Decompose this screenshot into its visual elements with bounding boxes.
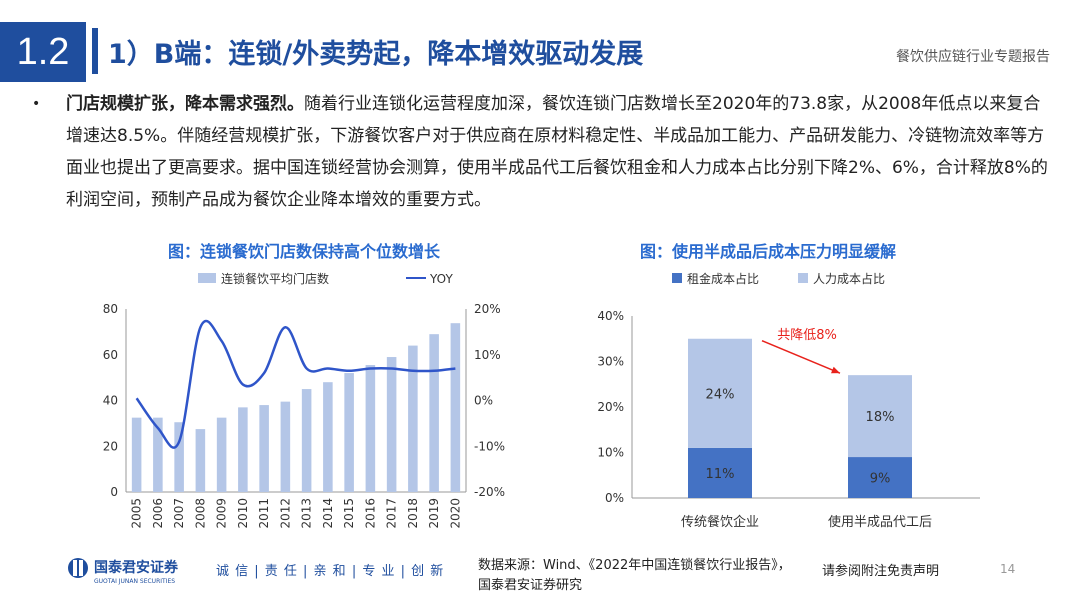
company-name: 国泰君安证券 — [94, 559, 179, 576]
bar-store-count — [386, 357, 397, 492]
chart1-x-tick: 2012 — [278, 498, 292, 529]
chart2-legend: 租金成本占比 人力成本占比 — [672, 271, 885, 286]
chart1-x-tick: 2008 — [193, 498, 207, 529]
legend-swatch-rent — [672, 273, 682, 283]
annotation-arrowhead — [831, 366, 840, 374]
chart1-x-tick: 2015 — [342, 498, 356, 529]
chart2-y-tick: 10% — [597, 446, 624, 460]
bar-store-count — [280, 401, 291, 492]
bar-store-count — [238, 407, 248, 492]
body-text: 随着行业连锁化运营程度加深，餐饮连锁门店数增长至2020年的73.8家，从200… — [66, 94, 1048, 210]
chart2-y-tick: 0% — [605, 491, 624, 505]
legend-label-rent: 租金成本占比 — [687, 271, 759, 286]
legend-swatch-store-count — [198, 273, 216, 283]
legend-swatch-labor — [798, 273, 808, 283]
bar-labor-cost — [688, 338, 752, 448]
chart1-right-tick: 20% — [474, 302, 501, 316]
chart-store-count: 连锁餐饮平均门店数 YOY 0 20 40 60 80 -20% -10% 0% 10% 20% 200… — [103, 271, 505, 529]
bar-store-count — [408, 345, 418, 492]
chart2-y-tick: 40% — [597, 309, 624, 323]
bar-value-label: 24% — [706, 387, 735, 402]
chart1-x-tick: 2020 — [448, 498, 462, 529]
chart1-left-tick: 60 — [103, 348, 118, 362]
bar-store-count — [301, 389, 312, 492]
bar-value-label: 11% — [706, 467, 735, 482]
chart1-x-tick: 2007 — [172, 498, 186, 529]
bar-store-count — [131, 417, 142, 492]
bar-value-label: 9% — [870, 472, 891, 487]
bar-store-count — [323, 382, 333, 492]
chart2-y-tick: 30% — [597, 355, 624, 369]
chart2-x-tick: 使用半成品代工后 — [828, 514, 932, 530]
chart1-right-tick: -20% — [474, 485, 505, 499]
disclaimer: 请参阅附注免责声明 — [822, 564, 940, 579]
chart1-x-tick: 2011 — [257, 498, 271, 529]
line-yoy — [135, 319, 456, 449]
company-logo: 国泰君安证券 GUOTAI JUNAN SECURITIES — [66, 556, 211, 590]
chart1-x-tick: 2010 — [236, 498, 250, 529]
bar-rent-cost — [848, 457, 912, 498]
annotation-label: 共降低8% — [777, 328, 837, 343]
chart1-title: 图：连锁餐饮门店数保持高个位数增长 — [168, 242, 441, 261]
bar-store-count — [344, 373, 354, 492]
chart1-x-tick: 2006 — [151, 498, 165, 529]
company-name-en: GUOTAI JUNAN SECURITIES — [94, 578, 175, 585]
chart1-x-tick: 2017 — [385, 498, 399, 529]
chart1-right-tick: 0% — [474, 394, 493, 408]
chart1-left-tick: 40 — [103, 394, 118, 408]
body-paragraph: 门店规模扩张，降本需求强烈。随着行业连锁化运营程度加深，餐饮连锁门店数增长至20… — [66, 88, 1051, 216]
chart1-x-tick: 2018 — [406, 498, 420, 529]
chart2-y-tick: 20% — [597, 400, 624, 414]
annotation-arrow — [761, 340, 841, 374]
bar-store-count — [429, 334, 439, 492]
bar-store-count — [174, 422, 184, 492]
chart1-x-tick: 2019 — [427, 498, 441, 529]
body-bold-lead: 门店规模扩张，降本需求强烈。 — [66, 94, 304, 114]
section-number-badge: 1.2 — [0, 22, 86, 82]
bar-rent-cost — [688, 447, 752, 498]
chart1-x-tick: 2009 — [215, 498, 229, 529]
legend-label-store-count: 连锁餐饮平均门店数 — [221, 271, 329, 286]
chart1-x-tick: 2014 — [321, 498, 335, 529]
chart1-x-tick: 2013 — [300, 498, 314, 529]
company-slogan: 诚 信 | 责 任 | 亲 和 | 专 业 | 创 新 — [216, 564, 445, 579]
chart1-x-tick: 2005 — [130, 498, 144, 529]
legend-label-yoy: YOY — [429, 272, 453, 286]
chart2-title: 图：使用半成品后成本压力明显缓解 — [640, 242, 897, 261]
bar-store-count — [153, 417, 163, 492]
page-title: 1）B端：连锁/外卖势起，降本增效驱动发展 — [108, 39, 644, 70]
chart1-left-tick: 20 — [103, 439, 118, 453]
bar-value-label: 18% — [866, 410, 895, 425]
chart1-right-tick: 10% — [474, 348, 501, 362]
chart1-left-tick: 80 — [103, 302, 118, 316]
bar-labor-cost — [848, 375, 912, 458]
bullet-icon: • — [32, 96, 41, 112]
chart1-legend: 连锁餐饮平均门店数 YOY — [198, 271, 453, 286]
bar-store-count — [259, 405, 269, 492]
report-name: 餐饮供应链行业专题报告 — [896, 49, 1050, 65]
chart-cost-ratio: 租金成本占比 人力成本占比 0% 10% 20% 30% 40% 11% 24% 传统餐饮企业 9%… — [597, 271, 980, 530]
page-number: 14 — [1000, 562, 1016, 576]
chart1-left-tick: 0 — [110, 485, 118, 499]
bar-store-count — [365, 365, 376, 492]
title-accent-bar — [92, 28, 98, 74]
bar-store-count — [216, 417, 227, 492]
chart1-right-tick: -10% — [474, 439, 505, 453]
logo-icon: 国泰君安证券 GUOTAI JUNAN SECURITIES — [68, 558, 179, 585]
data-source: 数据来源：Wind、《2022年中国连锁餐饮行业报告》，国泰君安证券研究 — [478, 558, 791, 593]
legend-label-labor: 人力成本占比 — [813, 271, 885, 286]
chart2-x-tick: 传统餐饮企业 — [681, 514, 759, 530]
bar-store-count — [450, 323, 461, 492]
bar-store-count — [195, 429, 206, 492]
chart1-x-tick: 2016 — [363, 498, 377, 529]
